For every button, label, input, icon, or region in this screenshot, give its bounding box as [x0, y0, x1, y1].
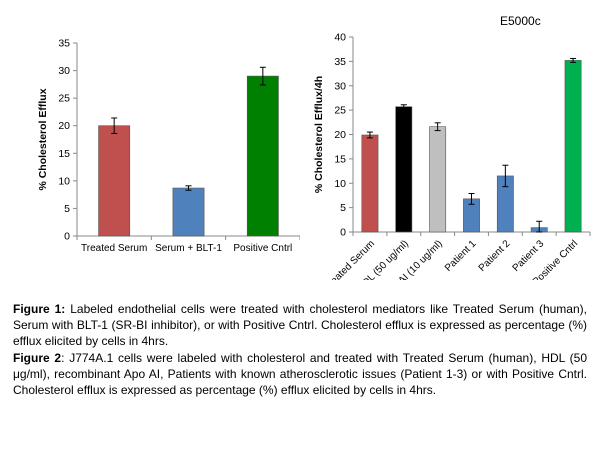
bar [429, 126, 447, 233]
y-tick-label: 0 [64, 231, 70, 243]
figure-1-text: Labeled endothelial cells were treated w… [13, 302, 587, 348]
y-tick-label: 35 [58, 38, 70, 50]
figure-2-caption: Figure 2: J774A.1 cells were labeled wit… [13, 350, 587, 398]
bar [172, 187, 205, 237]
y-tick-label: 5 [340, 202, 346, 214]
y-tick-label: 35 [334, 56, 346, 68]
x-tick-label: Positive Cntrl [233, 243, 292, 254]
bar [395, 106, 413, 233]
y-tick-label: 15 [58, 148, 70, 160]
bar [246, 75, 279, 237]
y-tick-label: 5 [64, 203, 70, 215]
y-tick-label: 15 [334, 153, 346, 165]
x-tick-label: Treated Serum [81, 243, 147, 254]
y-tick-label: 25 [334, 105, 346, 117]
x-tick-label: Patient 2 [477, 238, 513, 274]
figure-2-label: Figure 2 [13, 351, 62, 365]
y-tick-label: 10 [58, 175, 70, 187]
corner-label: E5000c [500, 14, 541, 28]
chart-cholesterol-efflux-endothelial: 0 5 10 15 20 25 30 35 % Cholesterol Efflux Treate… [37, 38, 300, 254]
figure-2-text: : J774A.1 cells were labeled with choles… [13, 351, 587, 397]
bar [361, 134, 379, 233]
y-axis-title: % Cholesterol Efflux [37, 88, 49, 190]
figure-1-label: Figure 1: [13, 302, 66, 316]
y-tick-label: 10 [334, 178, 346, 190]
y-tick-label: 30 [58, 65, 70, 77]
y-tick-label: 40 [334, 32, 346, 44]
x-tick-label: Patient 1 [443, 238, 479, 274]
y-tick-label: 0 [340, 227, 346, 239]
bar [98, 125, 131, 237]
y-tick-label: 20 [334, 129, 346, 141]
y-tick-label: 25 [58, 93, 70, 105]
y-axis-title: % Cholesterol Efflux/4h [313, 76, 325, 193]
y-tick-label: 20 [58, 120, 70, 132]
x-tick-label: Serum + BLT-1 [155, 243, 222, 254]
y-tick-label: 30 [334, 80, 346, 92]
figure-1-caption: Figure 1: Labeled endothelial cells were… [13, 301, 587, 349]
bar [564, 60, 582, 233]
